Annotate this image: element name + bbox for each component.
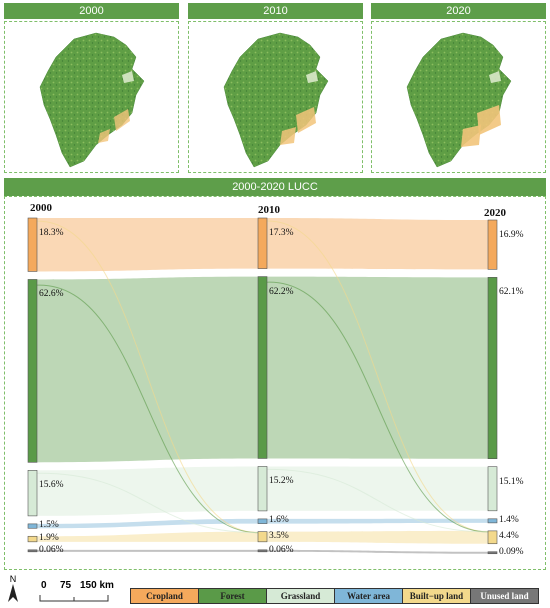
node-2000-2: [27, 470, 38, 517]
flow-2010-2: [267, 466, 488, 511]
flow-2010-3: [267, 518, 488, 524]
pct-label-2000-5: 0.06%: [39, 544, 64, 555]
flow-2010-4: [267, 530, 488, 544]
node-2020-4: [487, 530, 498, 545]
transition-2010-1: [266, 281, 489, 533]
pct-label-2010-0: 17.3%: [269, 228, 294, 238]
node-2000-0: [27, 217, 38, 272]
pct-label-2020-2: 15.1%: [499, 476, 524, 487]
pct-label-2020-3: 1.4%: [499, 514, 519, 525]
flow-2010-5: [267, 549, 488, 554]
legend: Cropland Forest Grassland Water area Bui…: [130, 588, 539, 604]
land-use-map-2020: [406, 32, 512, 168]
map-title-2020: 2020: [371, 3, 546, 19]
flow-2010-0: [267, 218, 488, 270]
node-2010-5: [257, 549, 268, 553]
sankey-frame: [4, 196, 546, 570]
north-label: N: [9, 574, 17, 584]
map-frame-2000: [4, 21, 179, 173]
legend-built-up-land: Built−up land: [402, 588, 471, 604]
scale-tick-75: 75: [60, 580, 72, 591]
map-title-2000: 2000: [4, 3, 179, 19]
transition-2000-2: [36, 472, 259, 534]
node-2020-5: [487, 551, 498, 555]
pct-label-2010-5: 0.06%: [269, 544, 294, 555]
flow-2000-2: [37, 466, 258, 516]
pct-label-2010-2: 15.2%: [269, 476, 294, 487]
legend-cropland: Cropland: [130, 588, 199, 604]
node-2020-3: [487, 518, 498, 524]
land-use-map-2000: [39, 32, 145, 168]
flow-2000-3: [37, 518, 258, 529]
pct-label-2000-3: 1.5%: [39, 520, 59, 531]
pct-label-2010-4: 3.5%: [269, 530, 289, 541]
legend-grassland: Grassland: [266, 588, 335, 604]
node-2000-1: [27, 279, 38, 463]
legend-forest: Forest: [198, 588, 267, 604]
year-label-2000: 2000: [30, 202, 52, 214]
legend-unused-land: Unused land: [470, 588, 539, 604]
flow-2000-1: [37, 276, 258, 463]
pct-label-2020-5: 0.09%: [499, 546, 524, 557]
node-2020-0: [487, 219, 498, 270]
map-frame-2010: [188, 21, 363, 173]
transition-2000-1: [36, 284, 259, 534]
node-2000-4: [27, 535, 38, 543]
sankey-title: 2000-2020 LUCC: [4, 178, 546, 196]
pct-label-2000-2: 15.6%: [39, 480, 64, 491]
transition-2010-2: [266, 468, 489, 533]
scale-tick-0: 0: [41, 580, 47, 591]
flow-2000-4: [37, 531, 258, 542]
pct-label-2020-4: 4.4%: [499, 531, 519, 542]
node-2010-1: [257, 276, 268, 459]
node-2000-5: [27, 549, 38, 553]
node-2010-0: [257, 217, 268, 269]
node-2020-2: [487, 466, 498, 512]
pct-label-2010-3: 1.6%: [269, 515, 289, 526]
year-label-2020: 2020: [484, 207, 506, 219]
year-label-2010: 2010: [258, 204, 280, 216]
flow-2010-1: [267, 276, 488, 459]
node-2020-1: [487, 277, 498, 460]
land-use-map-2010: [223, 32, 329, 168]
pct-label-2020-1: 62.1%: [499, 287, 524, 298]
legend-water-area: Water area: [334, 588, 403, 604]
pct-label-2020-0: 16.9%: [499, 230, 524, 240]
node-2010-4: [257, 531, 268, 543]
north-arrow-icon: N: [6, 574, 20, 605]
map-frame-2020: [371, 21, 546, 173]
pct-label-2000-1: 62.6%: [39, 289, 64, 300]
pct-label-2010-1: 62.2%: [269, 286, 294, 297]
scale-line: [39, 595, 109, 602]
scale-tick-150: 150 km: [80, 580, 114, 591]
transition-2000-0: [36, 220, 259, 534]
node-2010-3: [257, 518, 268, 524]
flow-2000-5: [37, 549, 258, 552]
pct-label-2000-0: 18.3%: [39, 228, 64, 238]
node-2010-2: [257, 466, 268, 512]
map-title-2010: 2010: [188, 3, 363, 19]
pct-label-2000-4: 1.9%: [39, 533, 59, 544]
transition-2010-0: [266, 220, 489, 533]
node-2000-3: [27, 523, 38, 529]
flow-2000-0: [37, 218, 258, 272]
